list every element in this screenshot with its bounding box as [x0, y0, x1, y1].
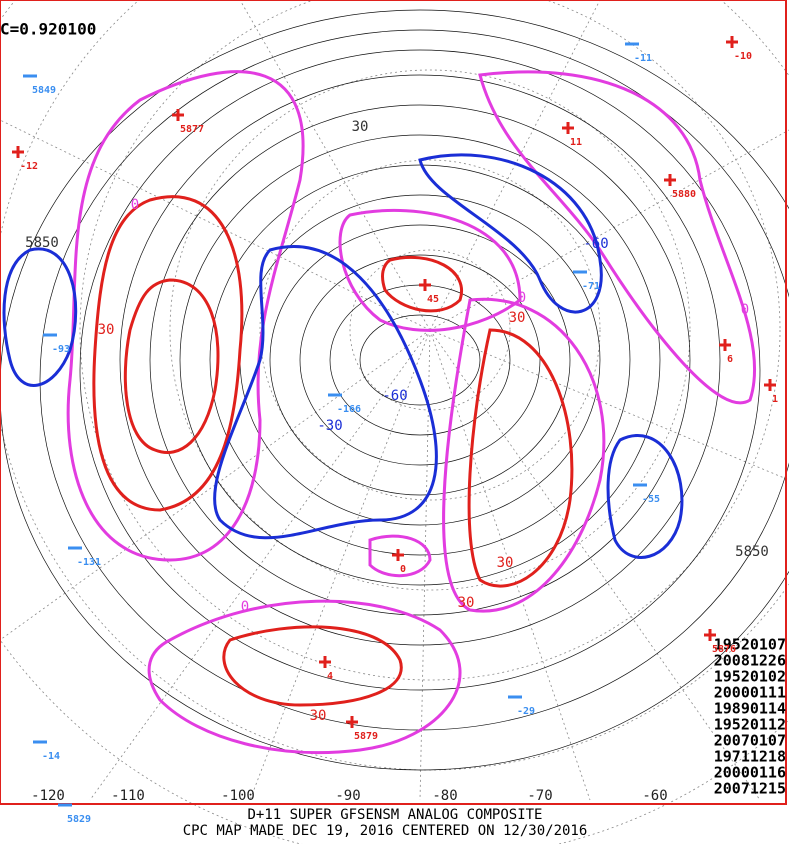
low-value: -166	[337, 404, 361, 415]
high-marker	[392, 549, 404, 561]
longitude-label: -110	[111, 788, 145, 804]
contour-label: 5850	[735, 544, 769, 560]
high-value: 1	[772, 394, 778, 405]
longitude-label: -60	[642, 788, 667, 804]
high-value: -10	[734, 51, 752, 62]
contour-label: 30	[98, 322, 115, 338]
high-marker	[319, 656, 331, 668]
high-marker	[704, 629, 716, 641]
high-marker	[719, 339, 731, 351]
contour-label: -60	[583, 236, 608, 252]
analog-date: 20081226	[714, 652, 786, 670]
contour-label: 0	[741, 302, 749, 318]
analog-date: 19520107	[714, 636, 786, 654]
high-marker	[726, 36, 738, 48]
low-value: -29	[517, 706, 535, 717]
high-marker	[419, 279, 431, 291]
high-marker	[12, 146, 24, 158]
high-value: 5879	[354, 731, 378, 742]
analog-date: 20000116	[714, 764, 786, 782]
high-marker	[764, 379, 776, 391]
low-value: -71	[582, 281, 600, 292]
high-value: 6	[727, 354, 733, 365]
longitude-label: -100	[221, 788, 255, 804]
contour-label: 5850	[25, 235, 59, 251]
analog-date: 19890114	[714, 700, 786, 718]
contour-label: 30	[509, 310, 526, 326]
analog-date: 20071215	[714, 780, 786, 798]
analog-date: 20000111	[714, 684, 786, 702]
low-value: 5829	[67, 814, 91, 825]
high-value: 0	[400, 564, 406, 575]
analog-date: 19520112	[714, 716, 786, 734]
high-marker	[346, 716, 358, 728]
analog-date: 20070107	[714, 732, 786, 750]
footer-title: D+11 SUPER GFSENSM ANALOG COMPOSITE	[247, 807, 542, 823]
contour-label: -30	[317, 418, 342, 434]
low-value: -93	[52, 344, 70, 355]
contour-label: 30	[352, 119, 369, 135]
contour-label: 0	[131, 197, 139, 213]
high-marker	[664, 174, 676, 186]
high-marker	[562, 122, 574, 134]
low-value: -14	[42, 751, 60, 762]
high-marker	[172, 109, 184, 121]
longitude-label: -90	[335, 788, 360, 804]
footer-subtitle: CPC MAP MADE DEC 19, 2016 CENTERED ON 12…	[183, 823, 588, 839]
longitude-label: -120	[31, 788, 65, 804]
high-value: -12	[20, 161, 38, 172]
high-value: 11	[570, 137, 582, 148]
contour-label: 0	[518, 290, 526, 306]
high-value: 5880	[672, 189, 696, 200]
high-value: 5877	[180, 124, 204, 135]
anomaly-contours	[2, 70, 757, 754]
contour-label: 0	[241, 599, 249, 615]
high-value: 4	[327, 671, 333, 682]
longitude-label: -80	[432, 788, 457, 804]
low-value: -11	[634, 53, 652, 64]
longitude-label: -70	[527, 788, 552, 804]
high-value: 5876	[712, 644, 736, 655]
contour-label: 30	[310, 708, 327, 724]
correlation-label: C=0.920100	[0, 20, 96, 39]
low-value: 5849	[32, 85, 56, 96]
contour-label: 30	[458, 595, 475, 611]
contour-label: 30	[497, 555, 514, 571]
high-value: 45	[427, 294, 439, 305]
footer: D+11 SUPER GFSENSM ANALOG COMPOSITE CPC …	[183, 807, 588, 839]
low-value: -55	[642, 494, 660, 505]
contour-label: -60	[382, 388, 407, 404]
low-value: -131	[77, 557, 101, 568]
analog-date: 19520102	[714, 668, 786, 686]
map-frame	[0, 0, 787, 805]
analog-date: 19711218	[714, 748, 786, 766]
